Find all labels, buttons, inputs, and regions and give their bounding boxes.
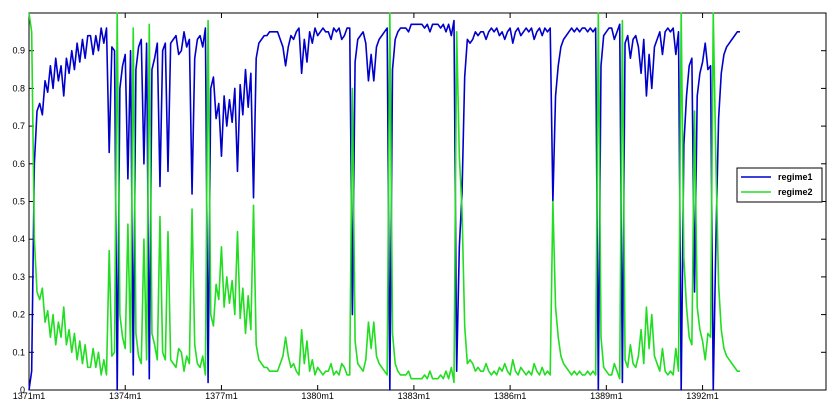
y-tick-label: 0 <box>20 385 25 395</box>
y-tick-label: 0.1 <box>12 347 25 357</box>
y-tick-label: 0.9 <box>12 46 25 56</box>
legend-label-regime2: regime2 <box>778 187 813 197</box>
y-tick-label: 0.2 <box>12 310 25 320</box>
y-tick-label: 0.5 <box>12 197 25 207</box>
x-tick-label: 1371m1 <box>13 391 46 401</box>
series-lines <box>28 12 740 391</box>
legend-label-regime1: regime1 <box>778 172 813 182</box>
x-tick-label: 1383m1 <box>398 391 431 401</box>
y-tick-label: 0.6 <box>12 159 25 169</box>
y-axis: 0 0.1 0.2 0.3 0.4 0.5 0.6 0.7 0.8 0.9 <box>12 46 826 395</box>
x-tick-label: 1374m1 <box>109 391 142 401</box>
y-tick-label: 0.8 <box>12 83 25 93</box>
x-tick-label: 1392m1 <box>686 391 719 401</box>
legend-box <box>736 167 823 203</box>
x-tick-label: 1380m1 <box>301 391 334 401</box>
x-tick-label: 1389m1 <box>590 391 623 401</box>
x-tick-label: 1386m1 <box>494 391 527 401</box>
legend: regime1 regime2 <box>736 167 823 203</box>
y-tick-label: 0.3 <box>12 272 25 282</box>
y-tick-label: 0.7 <box>12 121 25 131</box>
x-tick-label: 1377m1 <box>205 391 238 401</box>
series-line-regime2 <box>28 12 740 384</box>
y-tick-label: 0.4 <box>12 234 25 244</box>
x-axis: 1371m1 1374m1 1377m1 1380m1 1383m1 1386m1 1389… <box>13 13 719 401</box>
